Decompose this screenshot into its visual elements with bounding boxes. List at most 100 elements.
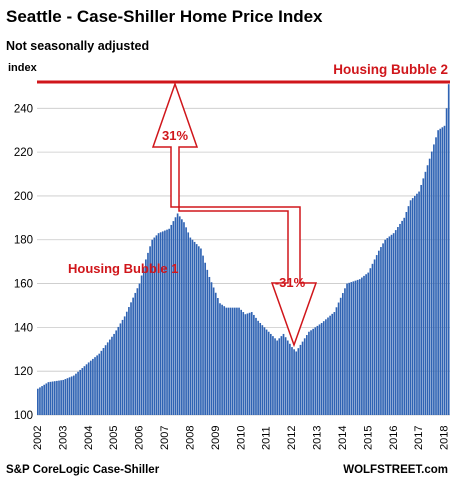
bar-28 — [96, 355, 98, 415]
bar-186 — [430, 151, 433, 416]
chart-title: Seattle - Case-Shiller Home Price Index — [6, 7, 323, 26]
bar-73 — [191, 239, 194, 415]
bar-101 — [250, 312, 253, 415]
bar-0 — [37, 388, 39, 415]
bar-176 — [409, 200, 412, 415]
bar-155 — [365, 274, 367, 415]
x-tick-label-2015: 2015 — [362, 426, 374, 450]
bar-187 — [433, 144, 435, 415]
bar-127 — [305, 335, 308, 415]
bar-173 — [403, 217, 406, 415]
bar-158 — [371, 263, 374, 415]
bar-12 — [62, 379, 65, 415]
bar-81 — [208, 276, 211, 415]
bar-132 — [316, 325, 319, 415]
x-tick-label-2016: 2016 — [388, 426, 400, 450]
bar-59 — [161, 231, 164, 415]
bar-168 — [392, 233, 395, 415]
bar-52 — [147, 252, 149, 415]
bar-14 — [66, 378, 69, 415]
bar-79 — [204, 262, 206, 415]
x-tick-label-2014: 2014 — [337, 426, 349, 450]
bar-136 — [325, 319, 327, 415]
bar-113 — [276, 340, 278, 415]
bar-156 — [367, 272, 370, 415]
bar-129 — [310, 330, 312, 415]
bar-105 — [259, 322, 262, 415]
bar-179 — [416, 193, 418, 415]
bar-166 — [388, 236, 391, 415]
bar-172 — [401, 220, 403, 415]
bar-184 — [426, 165, 429, 415]
bar-62 — [168, 228, 170, 415]
x-tick-label-2002: 2002 — [32, 426, 44, 450]
bar-135 — [322, 321, 325, 415]
bar-84 — [214, 292, 217, 415]
bar-123 — [297, 348, 300, 415]
bar-151 — [356, 279, 359, 415]
bar-149 — [352, 281, 355, 415]
annotation-minus-31-percent: -31% — [275, 275, 306, 290]
y-tick-label-240: 240 — [14, 103, 33, 115]
bar-64 — [172, 221, 175, 415]
bar-121 — [293, 349, 295, 415]
y-axis-unit-label: index — [8, 62, 38, 74]
bar-86 — [219, 303, 221, 415]
bar-137 — [327, 317, 329, 415]
y-tick-label-180: 180 — [14, 235, 33, 247]
bar-49 — [140, 275, 143, 415]
x-tick-label-2017: 2017 — [413, 426, 425, 450]
bar-78 — [202, 255, 204, 415]
x-tick-label-2013: 2013 — [312, 426, 324, 450]
bar-171 — [399, 223, 401, 415]
bar-165 — [386, 238, 389, 415]
y-tick-label-140: 140 — [14, 322, 33, 334]
bar-44 — [130, 302, 132, 415]
bar-1 — [39, 387, 41, 415]
bar-25 — [89, 360, 92, 415]
bar-126 — [303, 338, 306, 415]
bar-144 — [341, 293, 344, 415]
bar-57 — [157, 233, 160, 415]
bar-38 — [117, 326, 120, 415]
bar-112 — [274, 338, 276, 415]
bar-21 — [81, 368, 84, 415]
bar-138 — [329, 315, 331, 415]
bar-104 — [257, 320, 259, 415]
bar-116 — [282, 333, 285, 415]
bar-40 — [121, 319, 124, 415]
bar-29 — [98, 353, 101, 415]
bar-170 — [397, 227, 399, 415]
bar-148 — [350, 282, 353, 415]
bar-106 — [261, 325, 264, 415]
bar-82 — [210, 282, 213, 415]
bar-24 — [87, 362, 90, 415]
bar-174 — [405, 211, 408, 415]
bar-67 — [178, 216, 181, 415]
bar-97 — [242, 312, 245, 415]
bar-143 — [339, 297, 342, 415]
annotation-31-percent: 31% — [162, 128, 188, 143]
bar-118 — [286, 340, 289, 415]
bar-167 — [390, 234, 393, 415]
bar-63 — [170, 224, 173, 415]
bar-27 — [94, 357, 96, 415]
bar-23 — [85, 364, 88, 415]
bar-190 — [439, 128, 442, 415]
bar-160 — [375, 255, 378, 415]
x-tick-label-2006: 2006 — [134, 426, 146, 450]
bar-134 — [320, 322, 323, 415]
bar-110 — [269, 333, 272, 415]
bar-130 — [312, 328, 315, 415]
bar-146 — [346, 283, 348, 415]
y-tick-label-100: 100 — [14, 410, 33, 422]
bar-157 — [369, 268, 372, 415]
bar-46 — [134, 292, 137, 415]
bar-51 — [145, 259, 147, 415]
bar-124 — [299, 344, 302, 415]
x-tick-label-2018: 2018 — [439, 426, 451, 450]
bar-83 — [212, 287, 215, 415]
bar-175 — [407, 206, 410, 415]
bar-120 — [291, 347, 293, 415]
bar-100 — [248, 312, 251, 415]
